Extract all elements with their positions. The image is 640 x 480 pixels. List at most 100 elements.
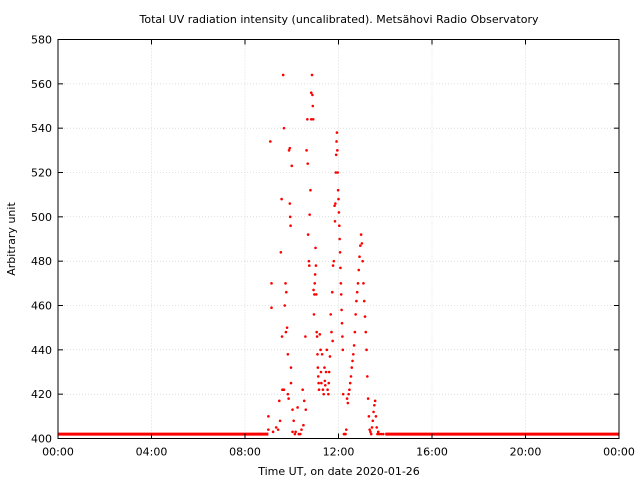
- data-point: [374, 415, 378, 418]
- data-point: [312, 313, 316, 316]
- data-point: [373, 399, 377, 403]
- data-point: [327, 370, 331, 374]
- data-point: [312, 288, 315, 292]
- data-point: [287, 397, 290, 400]
- data-point: [317, 381, 320, 385]
- data-point: [336, 149, 339, 152]
- data-point: [309, 91, 313, 94]
- data-point: [339, 293, 343, 296]
- data-point: [369, 432, 373, 436]
- data-point: [311, 118, 315, 121]
- data-point: [291, 408, 294, 411]
- data-point: [317, 388, 321, 392]
- data-point: [271, 430, 275, 434]
- y-tick-label: 480: [31, 255, 52, 268]
- data-point: [345, 397, 349, 400]
- data-point: [359, 244, 362, 247]
- data-point: [355, 299, 358, 303]
- data-point: [373, 403, 376, 407]
- data-point: [323, 379, 327, 383]
- data-point: [367, 415, 371, 418]
- data-point: [316, 366, 320, 369]
- data-point: [365, 348, 368, 352]
- data-point: [320, 352, 324, 356]
- data-point: [316, 375, 320, 378]
- data-point: [326, 388, 329, 392]
- data-point: [313, 293, 316, 296]
- data-point: [307, 264, 311, 267]
- data-point: [304, 335, 307, 338]
- data-point: [314, 246, 317, 250]
- data-point: [361, 259, 364, 263]
- data-point: [325, 348, 329, 352]
- data-point: [310, 73, 314, 77]
- y-tick-label: 560: [31, 78, 52, 91]
- y-axis-label: Arbitrary unit: [5, 202, 18, 276]
- data-point: [337, 211, 341, 214]
- data-point: [348, 381, 352, 385]
- y-tick-label: 460: [31, 300, 52, 313]
- data-point: [362, 282, 365, 285]
- data-point: [337, 197, 340, 201]
- data-point: [347, 392, 350, 396]
- data-point: [288, 202, 292, 205]
- data-point: [269, 140, 272, 143]
- data-point: [323, 384, 327, 387]
- data-point: [359, 233, 363, 236]
- y-tick-label: 520: [31, 167, 52, 180]
- data-point: [278, 419, 282, 423]
- data-point: [300, 428, 303, 431]
- data-point: [372, 410, 375, 414]
- grid: [58, 39, 619, 439]
- data-point: [285, 326, 289, 329]
- data-point: [376, 430, 380, 434]
- data-point: [366, 375, 369, 378]
- data-point: [356, 282, 360, 285]
- data-point: [344, 428, 348, 431]
- data-point: [282, 126, 286, 130]
- data-point: [352, 352, 355, 356]
- data-point: [362, 299, 366, 303]
- data-point: [314, 264, 318, 267]
- data-point: [368, 428, 371, 431]
- data-point: [270, 306, 273, 310]
- data-point: [328, 355, 332, 358]
- data-point: [318, 333, 322, 336]
- data-point: [327, 392, 330, 396]
- data-point: [333, 219, 337, 223]
- data-point: [315, 330, 318, 334]
- data-point: [311, 93, 314, 97]
- data-point: [306, 162, 310, 165]
- data-point: [366, 397, 370, 400]
- y-tick-label: 580: [31, 34, 52, 47]
- data-point: [355, 290, 359, 294]
- data-point: [378, 432, 381, 436]
- data-point: [375, 426, 378, 429]
- data-point: [330, 290, 334, 294]
- data-point: [284, 290, 288, 294]
- x-tick-labels: 00:00 04:00 08:00 12:00 16:00 20:00 00:00: [42, 446, 635, 459]
- data-point: [305, 149, 308, 152]
- data-point: [284, 330, 288, 334]
- data-point: [290, 164, 294, 168]
- data-point: [336, 188, 340, 192]
- data-point: [274, 426, 278, 429]
- data-point: [322, 392, 325, 396]
- data-point: [319, 348, 322, 352]
- data-point: [333, 204, 336, 208]
- data-point: [364, 330, 368, 334]
- data-point: [340, 308, 343, 312]
- data-point: [289, 224, 292, 227]
- data-point: [369, 430, 372, 434]
- data-points: [58, 73, 619, 436]
- y-tick-label: 500: [31, 211, 52, 224]
- data-point: [287, 149, 291, 152]
- data-point: [296, 406, 299, 409]
- data-point: [339, 282, 343, 285]
- data-point: [319, 370, 323, 374]
- data-point: [358, 255, 361, 259]
- data-point: [323, 366, 326, 369]
- data-point: [306, 118, 309, 121]
- chart-title: Total UV radiation intensity (uncalibrat…: [139, 13, 539, 26]
